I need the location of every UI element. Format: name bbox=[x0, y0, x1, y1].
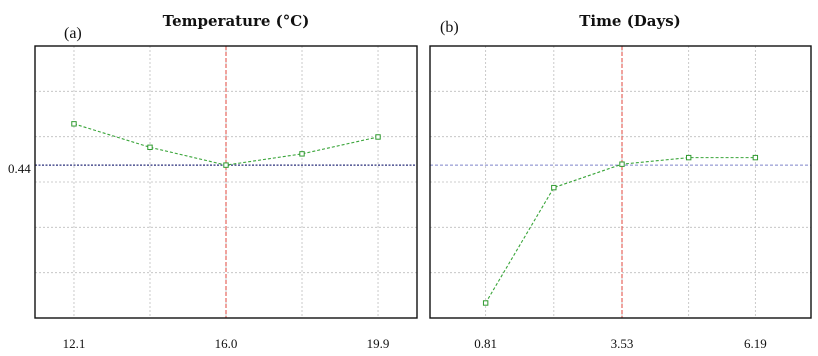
panel-a-frame bbox=[34, 45, 418, 319]
panel-a-x-tick-label: 16.0 bbox=[215, 336, 238, 351]
panel-a-y-tick-label: 0.44 bbox=[8, 161, 31, 176]
panel-b-data-point bbox=[685, 154, 692, 161]
panel-b-label: (b) bbox=[440, 19, 459, 36]
panel-b-x-tick-label: 6.19 bbox=[744, 336, 767, 351]
panel-a-data-point bbox=[147, 144, 153, 150]
panel-a-data-point bbox=[71, 121, 77, 127]
panel-b-data-point bbox=[619, 161, 625, 167]
panel-a-data-point bbox=[299, 151, 305, 157]
panel-time: (b) Time (Days) 0.81 3.53 6.19 bbox=[429, 12, 812, 351]
panel-b-plot: 0.81 3.53 6.19 bbox=[429, 45, 812, 351]
panel-b-x-tick-label: 0.81 bbox=[474, 336, 497, 351]
panel-b-x-tick-label: 3.53 bbox=[611, 336, 634, 351]
panel-b-title: Time (Days) bbox=[579, 12, 681, 30]
panel-a-title: Temperature (°C) bbox=[163, 12, 310, 30]
panel-temperature: (a) Temperature (°C) 12.1 16.0 19.9 0.44 bbox=[8, 12, 418, 351]
panel-a-data-point bbox=[375, 134, 381, 140]
panel-b-frame bbox=[429, 45, 812, 319]
panel-b-data-point bbox=[482, 300, 489, 306]
panel-b-data-point bbox=[551, 184, 557, 191]
panel-a-x-tick-label: 12.1 bbox=[63, 336, 86, 351]
panel-a-plot: 12.1 16.0 19.9 0.44 bbox=[8, 45, 418, 351]
panel-b-series-line bbox=[485, 157, 756, 304]
panel-a-x-tick-label: 19.9 bbox=[367, 336, 390, 351]
panel-a-data-point bbox=[223, 162, 229, 168]
panel-b-data-point bbox=[752, 154, 759, 161]
panel-a-label: (a) bbox=[64, 25, 82, 42]
